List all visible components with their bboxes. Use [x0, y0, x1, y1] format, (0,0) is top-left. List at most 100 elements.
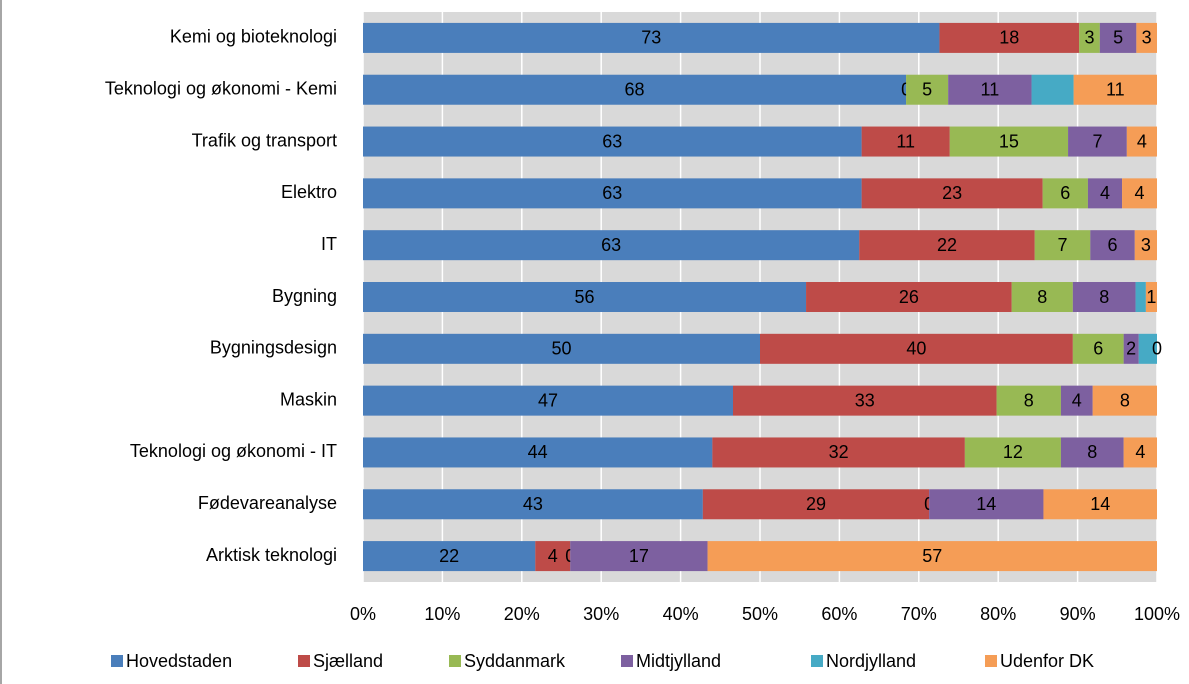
bar-segment — [363, 541, 536, 572]
bar-segment — [733, 385, 997, 416]
data-label: 4 — [1135, 442, 1145, 462]
data-label: 4 — [1135, 183, 1145, 203]
legend-swatch — [985, 655, 997, 667]
x-tick-label: 30% — [583, 604, 619, 624]
x-tick-label: 0% — [350, 604, 376, 624]
y-tick-label: Fødevareanalyse — [198, 493, 337, 513]
legend-label: Syddanmark — [464, 651, 566, 671]
data-label: 1 — [1146, 287, 1156, 307]
x-tick-label: 20% — [504, 604, 540, 624]
x-tick-label: 60% — [821, 604, 857, 624]
bar-segment — [1122, 178, 1157, 209]
bar-segment — [1123, 333, 1139, 364]
bar-segment — [1145, 282, 1157, 312]
data-label: 14 — [1090, 494, 1110, 514]
bar-segment — [1092, 385, 1157, 416]
bar-segment — [702, 489, 930, 520]
bar-segment — [363, 126, 862, 157]
bar-segment — [363, 489, 703, 520]
bar-segment — [939, 22, 1080, 53]
bar-segment — [859, 230, 1035, 261]
legend-label: Hovedstaden — [126, 651, 232, 671]
data-label: 11 — [896, 131, 915, 151]
data-label: 33 — [855, 390, 875, 410]
data-label: 8 — [1024, 390, 1034, 410]
data-label: 56 — [575, 287, 595, 307]
data-label: 2 — [1126, 339, 1136, 359]
data-label: 0 — [1152, 339, 1162, 359]
y-tick-label: IT — [321, 234, 337, 254]
bar-segment — [861, 126, 950, 157]
bar-segment — [949, 126, 1069, 157]
bar-segment — [1126, 126, 1157, 157]
bar-segment — [1072, 333, 1124, 364]
data-label: 11 — [981, 79, 1000, 99]
bar-segment — [1138, 333, 1157, 364]
bar-segment — [760, 333, 1073, 364]
data-label: 68 — [625, 79, 645, 99]
y-tick-label: Teknologi og økonomi - Kemi — [105, 78, 337, 98]
bar-segment — [363, 333, 760, 364]
data-label: 6 — [1093, 339, 1103, 359]
bar-segment — [363, 22, 940, 53]
data-label: 63 — [601, 235, 621, 255]
bar-segment — [1099, 22, 1137, 53]
data-label: 3 — [1142, 28, 1152, 48]
bar-segment — [964, 437, 1061, 468]
bar-segment — [363, 385, 734, 416]
x-tick-label: 100% — [1134, 604, 1180, 624]
data-label: 4 — [1100, 183, 1110, 203]
y-tick-label: Maskin — [280, 389, 337, 409]
legend-label: Nordjylland — [826, 651, 916, 671]
bar-segment — [1079, 22, 1100, 53]
bar-segment — [712, 437, 965, 468]
legend-swatch — [449, 655, 461, 667]
data-label: 50 — [551, 339, 571, 359]
y-tick-label: Kemi og bioteknologi — [170, 27, 337, 47]
data-label: 18 — [999, 28, 1019, 48]
data-label: 4 — [548, 546, 558, 566]
bar-segment — [1060, 437, 1124, 468]
bar-segment — [948, 74, 1032, 105]
data-label: 22 — [439, 546, 459, 566]
data-label: 14 — [976, 494, 996, 514]
x-tick-label: 80% — [980, 604, 1016, 624]
bar-segment — [1043, 489, 1157, 520]
data-label: 5 — [922, 79, 932, 99]
data-label: 29 — [806, 494, 826, 514]
bar-segment — [1011, 282, 1073, 312]
x-tick-label: 10% — [424, 604, 460, 624]
bar-segment — [929, 489, 1044, 520]
data-label: 63 — [602, 183, 622, 203]
data-label: 6 — [1060, 183, 1070, 203]
data-label: 12 — [1003, 442, 1023, 462]
data-label: 40 — [906, 339, 926, 359]
legend-label: Midtjylland — [636, 651, 721, 671]
data-label: 43 — [523, 494, 543, 514]
bar-segment — [1087, 178, 1123, 209]
bar-segment — [707, 541, 1157, 572]
data-label: 73 — [641, 28, 661, 48]
data-label: 47 — [538, 390, 558, 410]
bar-segment — [363, 437, 713, 468]
y-tick-label: Bygningsdesign — [210, 338, 337, 358]
y-tick-label: Elektro — [281, 182, 337, 202]
bar-segment — [1060, 385, 1093, 416]
data-label: 4 — [1137, 131, 1147, 151]
legend-label: Sjælland — [313, 651, 383, 671]
bar-segment — [861, 178, 1043, 209]
x-tick-label: 40% — [663, 604, 699, 624]
legend-swatch — [621, 655, 633, 667]
data-label: 7 — [1092, 131, 1102, 151]
y-tick-label: Bygning — [272, 286, 337, 306]
bar-segment — [1072, 282, 1136, 312]
legend-swatch — [811, 655, 823, 667]
x-tick-label: 70% — [901, 604, 937, 624]
bar-segment — [1135, 282, 1146, 312]
data-label: 8 — [1120, 390, 1130, 410]
bar-segment — [1073, 74, 1157, 105]
data-label: 17 — [629, 546, 649, 566]
data-label: 11 — [1106, 79, 1125, 99]
